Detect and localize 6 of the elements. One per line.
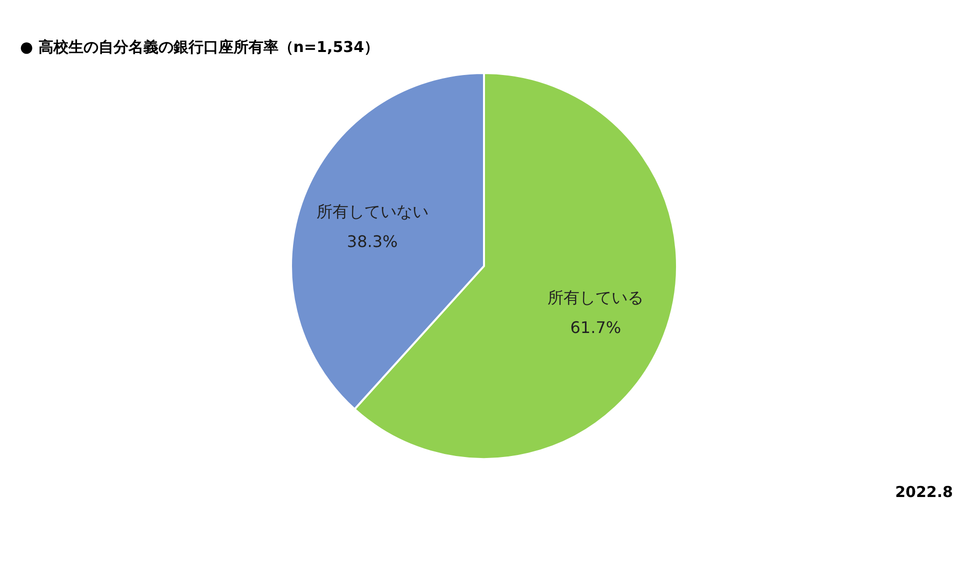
data-label: 38.3%: [346, 232, 398, 251]
data-label: 61.7%: [570, 318, 622, 337]
text: 2022.8: [895, 483, 953, 501]
slice-label: 所有している: [548, 288, 644, 307]
slice-label: 所有していない: [316, 202, 428, 221]
chart-title: ● 高校生の自分名義の銀行口座所有率（n=1,534）: [20, 38, 380, 56]
